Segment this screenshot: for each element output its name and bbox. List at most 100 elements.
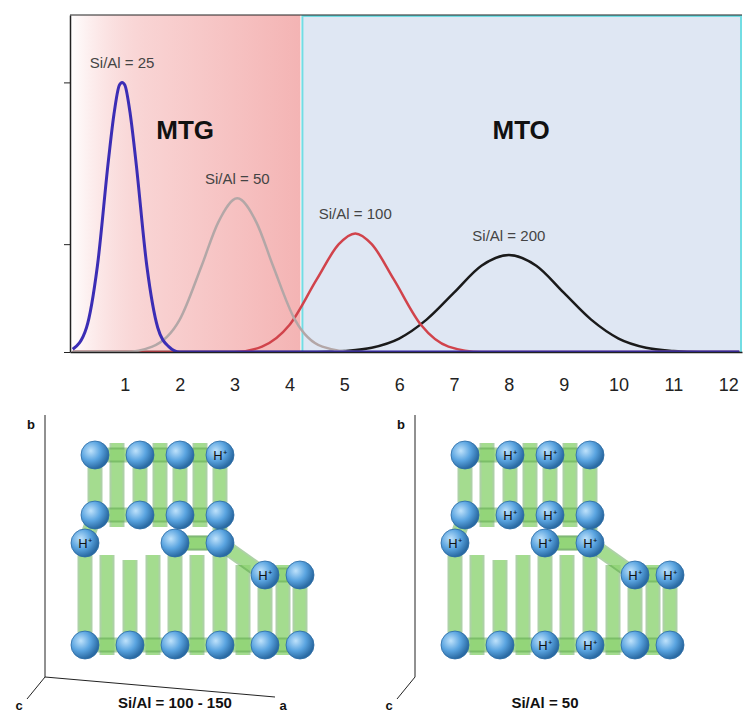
atom xyxy=(286,631,314,659)
panel-caption: Si/Al = 50 xyxy=(511,694,578,711)
atom xyxy=(81,441,109,469)
atom xyxy=(251,561,279,589)
tubes xyxy=(85,443,300,655)
tube-outline xyxy=(448,543,463,645)
atom xyxy=(166,441,194,469)
crystal-axis-label: c xyxy=(385,698,392,713)
atom xyxy=(71,631,99,659)
proton-label: H⁺ xyxy=(78,536,91,551)
x-tick: 5 xyxy=(340,352,350,395)
atom xyxy=(166,501,194,529)
atom xyxy=(531,631,559,659)
atom xyxy=(81,501,109,529)
crystal-axis xyxy=(415,415,416,677)
atom xyxy=(621,561,649,589)
x-axis: 123456789101112 xyxy=(71,352,743,395)
series-label: Si/Al = 25 xyxy=(90,54,155,71)
crystal-axis xyxy=(27,677,45,699)
spheres xyxy=(441,441,684,659)
x-tick: 4 xyxy=(285,352,295,395)
proton-label: H⁺ xyxy=(583,638,596,653)
y-tick xyxy=(64,244,70,245)
atom xyxy=(206,441,234,469)
curve xyxy=(73,233,740,352)
curve xyxy=(73,82,740,352)
curve xyxy=(73,198,740,352)
region-label: MTG xyxy=(156,115,214,145)
proton-label: H⁺ xyxy=(503,448,516,463)
atom xyxy=(206,501,234,529)
atom xyxy=(206,529,234,557)
x-tick: 11 xyxy=(665,352,684,395)
x-tick: 3 xyxy=(230,352,240,395)
x-tick-label: 10 xyxy=(609,375,629,395)
atom xyxy=(536,441,564,469)
atom xyxy=(251,631,279,659)
x-tick: 6 xyxy=(395,352,405,395)
atom xyxy=(116,631,144,659)
x-tick-label: 4 xyxy=(285,375,295,395)
tube-outline xyxy=(168,543,183,645)
atom xyxy=(126,441,154,469)
proton-label: H⁺ xyxy=(213,448,226,463)
series-label: Si/Al = 100 xyxy=(319,205,392,222)
x-tick-label: 7 xyxy=(449,375,459,395)
tube xyxy=(450,543,461,645)
crystal-axis-label: a xyxy=(279,698,287,713)
x-tick-label: 2 xyxy=(175,375,185,395)
framework-panel: bcaH⁺H⁺H⁺Si/Al = 100 - 150 xyxy=(15,415,314,713)
proton-label: H⁺ xyxy=(538,536,551,551)
atom xyxy=(451,441,479,469)
x-tick-label: 12 xyxy=(719,375,739,395)
x-tick: 8 xyxy=(504,352,514,395)
tube xyxy=(80,543,91,645)
y-tick-mark xyxy=(64,82,70,83)
x-tick-label: 3 xyxy=(230,375,240,395)
atom xyxy=(576,529,604,557)
atom xyxy=(496,441,524,469)
x-tick: 2 xyxy=(175,352,185,395)
y-axis-line xyxy=(70,16,72,353)
proton-label: H⁺ xyxy=(543,448,556,463)
atom xyxy=(656,631,684,659)
region-label: MTO xyxy=(493,115,550,145)
atom xyxy=(621,631,649,659)
x-tick-label: 1 xyxy=(120,375,130,395)
y-axis xyxy=(64,16,71,353)
atom xyxy=(576,501,604,529)
proton-label: H⁺ xyxy=(538,638,551,653)
atom xyxy=(576,631,604,659)
tube xyxy=(170,543,181,645)
x-tick-label: 9 xyxy=(559,375,569,395)
atom xyxy=(451,501,479,529)
tubes xyxy=(455,443,670,655)
atom xyxy=(161,529,189,557)
series-label: Si/Al = 50 xyxy=(205,170,270,187)
proton-label: H⁺ xyxy=(258,568,271,583)
atom xyxy=(496,501,524,529)
framework-panel: bcH⁺H⁺H⁺H⁺H⁺H⁺H⁺H⁺H⁺H⁺H⁺Si/Al = 50 xyxy=(385,415,684,713)
figure: 123456789101112MTGMTOSi/Al = 25Si/Al = 5… xyxy=(0,0,749,720)
atom xyxy=(486,631,514,659)
y-tick xyxy=(64,352,70,353)
series-label: Si/Al = 200 xyxy=(472,227,545,244)
atom xyxy=(161,631,189,659)
atom xyxy=(656,561,684,589)
plot-frame xyxy=(70,14,742,15)
tube-outline xyxy=(213,543,228,645)
proton-label: H⁺ xyxy=(543,508,556,523)
x-tick-label: 11 xyxy=(665,375,684,395)
atom xyxy=(286,561,314,589)
y-tick xyxy=(64,82,70,83)
x-tick-label: 8 xyxy=(504,375,514,395)
x-tick: 7 xyxy=(449,352,459,395)
x-axis-line xyxy=(71,352,743,354)
tube xyxy=(540,543,551,645)
atom xyxy=(576,441,604,469)
spheres xyxy=(71,441,314,659)
proton-label: H⁺ xyxy=(448,536,461,551)
tube-outline xyxy=(538,543,553,645)
crystal-axis-label: c xyxy=(15,698,22,713)
y-tick-mark xyxy=(64,244,70,245)
atom xyxy=(441,631,469,659)
